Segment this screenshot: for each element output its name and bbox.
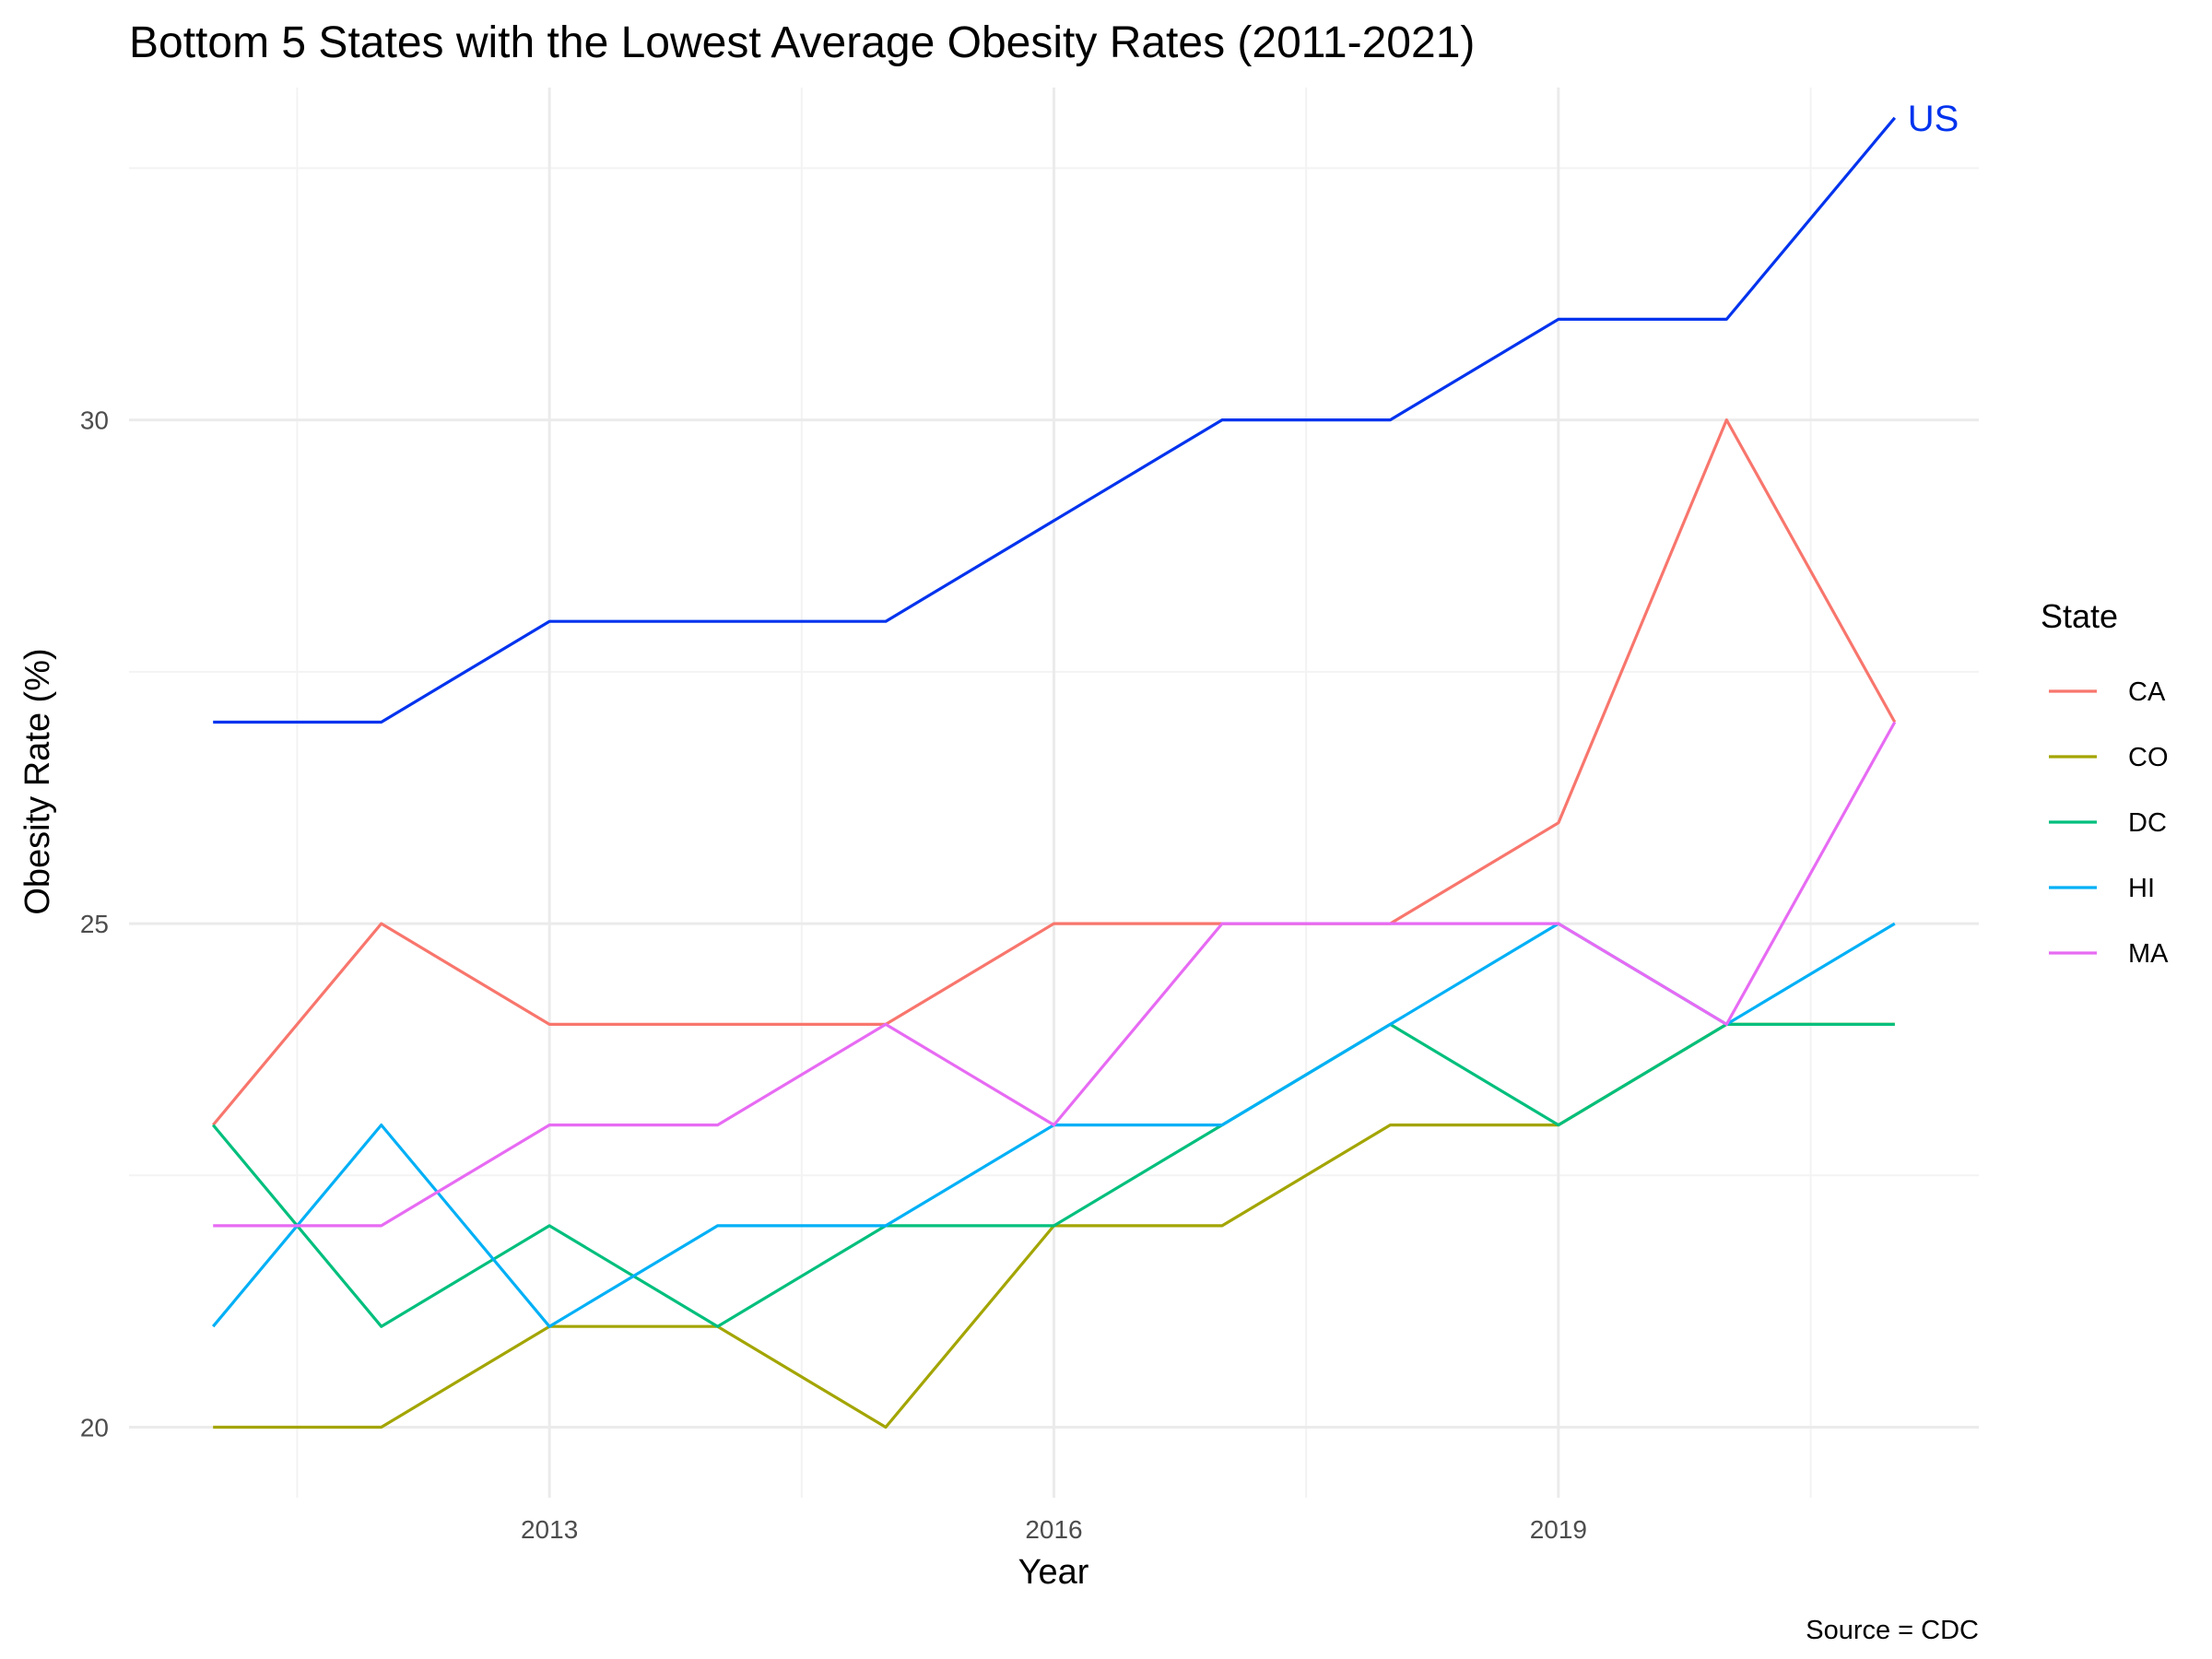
- y-tick-label: 20: [80, 1414, 109, 1442]
- us-line-label: US: [1908, 99, 1959, 139]
- x-tick-label: 2016: [1025, 1515, 1082, 1544]
- series-layer: US: [211, 99, 1959, 1430]
- x-tick-label: 2019: [1530, 1515, 1587, 1544]
- legend-label-hi: HI: [2128, 874, 2155, 903]
- x-axis-title: Year: [1018, 1553, 1089, 1592]
- chart-title: Bottom 5 States with the Lowest Average …: [129, 18, 1475, 67]
- series-line-ca: [211, 418, 1897, 1126]
- legend-label-dc: DC: [2128, 808, 2167, 838]
- legend-label-ca: CA: [2128, 677, 2166, 707]
- series-line-us: [213, 116, 1897, 724]
- y-axis-ticks: 20 25 30: [80, 406, 109, 1442]
- legend-label-co: CO: [2128, 743, 2169, 772]
- legend-title: State: [2041, 597, 2118, 635]
- legend-label-ma: MA: [2128, 939, 2169, 969]
- legend: State CA CO DC HI MA: [2041, 597, 2169, 969]
- x-tick-label: 2013: [521, 1515, 578, 1544]
- y-axis-title: Obesity Rate (%): [18, 648, 57, 914]
- y-tick-label: 25: [80, 910, 109, 938]
- source-caption: Source = CDC: [1806, 1616, 1979, 1645]
- y-tick-label: 30: [80, 406, 109, 435]
- series-line-ma: [213, 721, 1897, 1228]
- x-axis-ticks: 2013 2016 2019: [521, 1515, 1587, 1544]
